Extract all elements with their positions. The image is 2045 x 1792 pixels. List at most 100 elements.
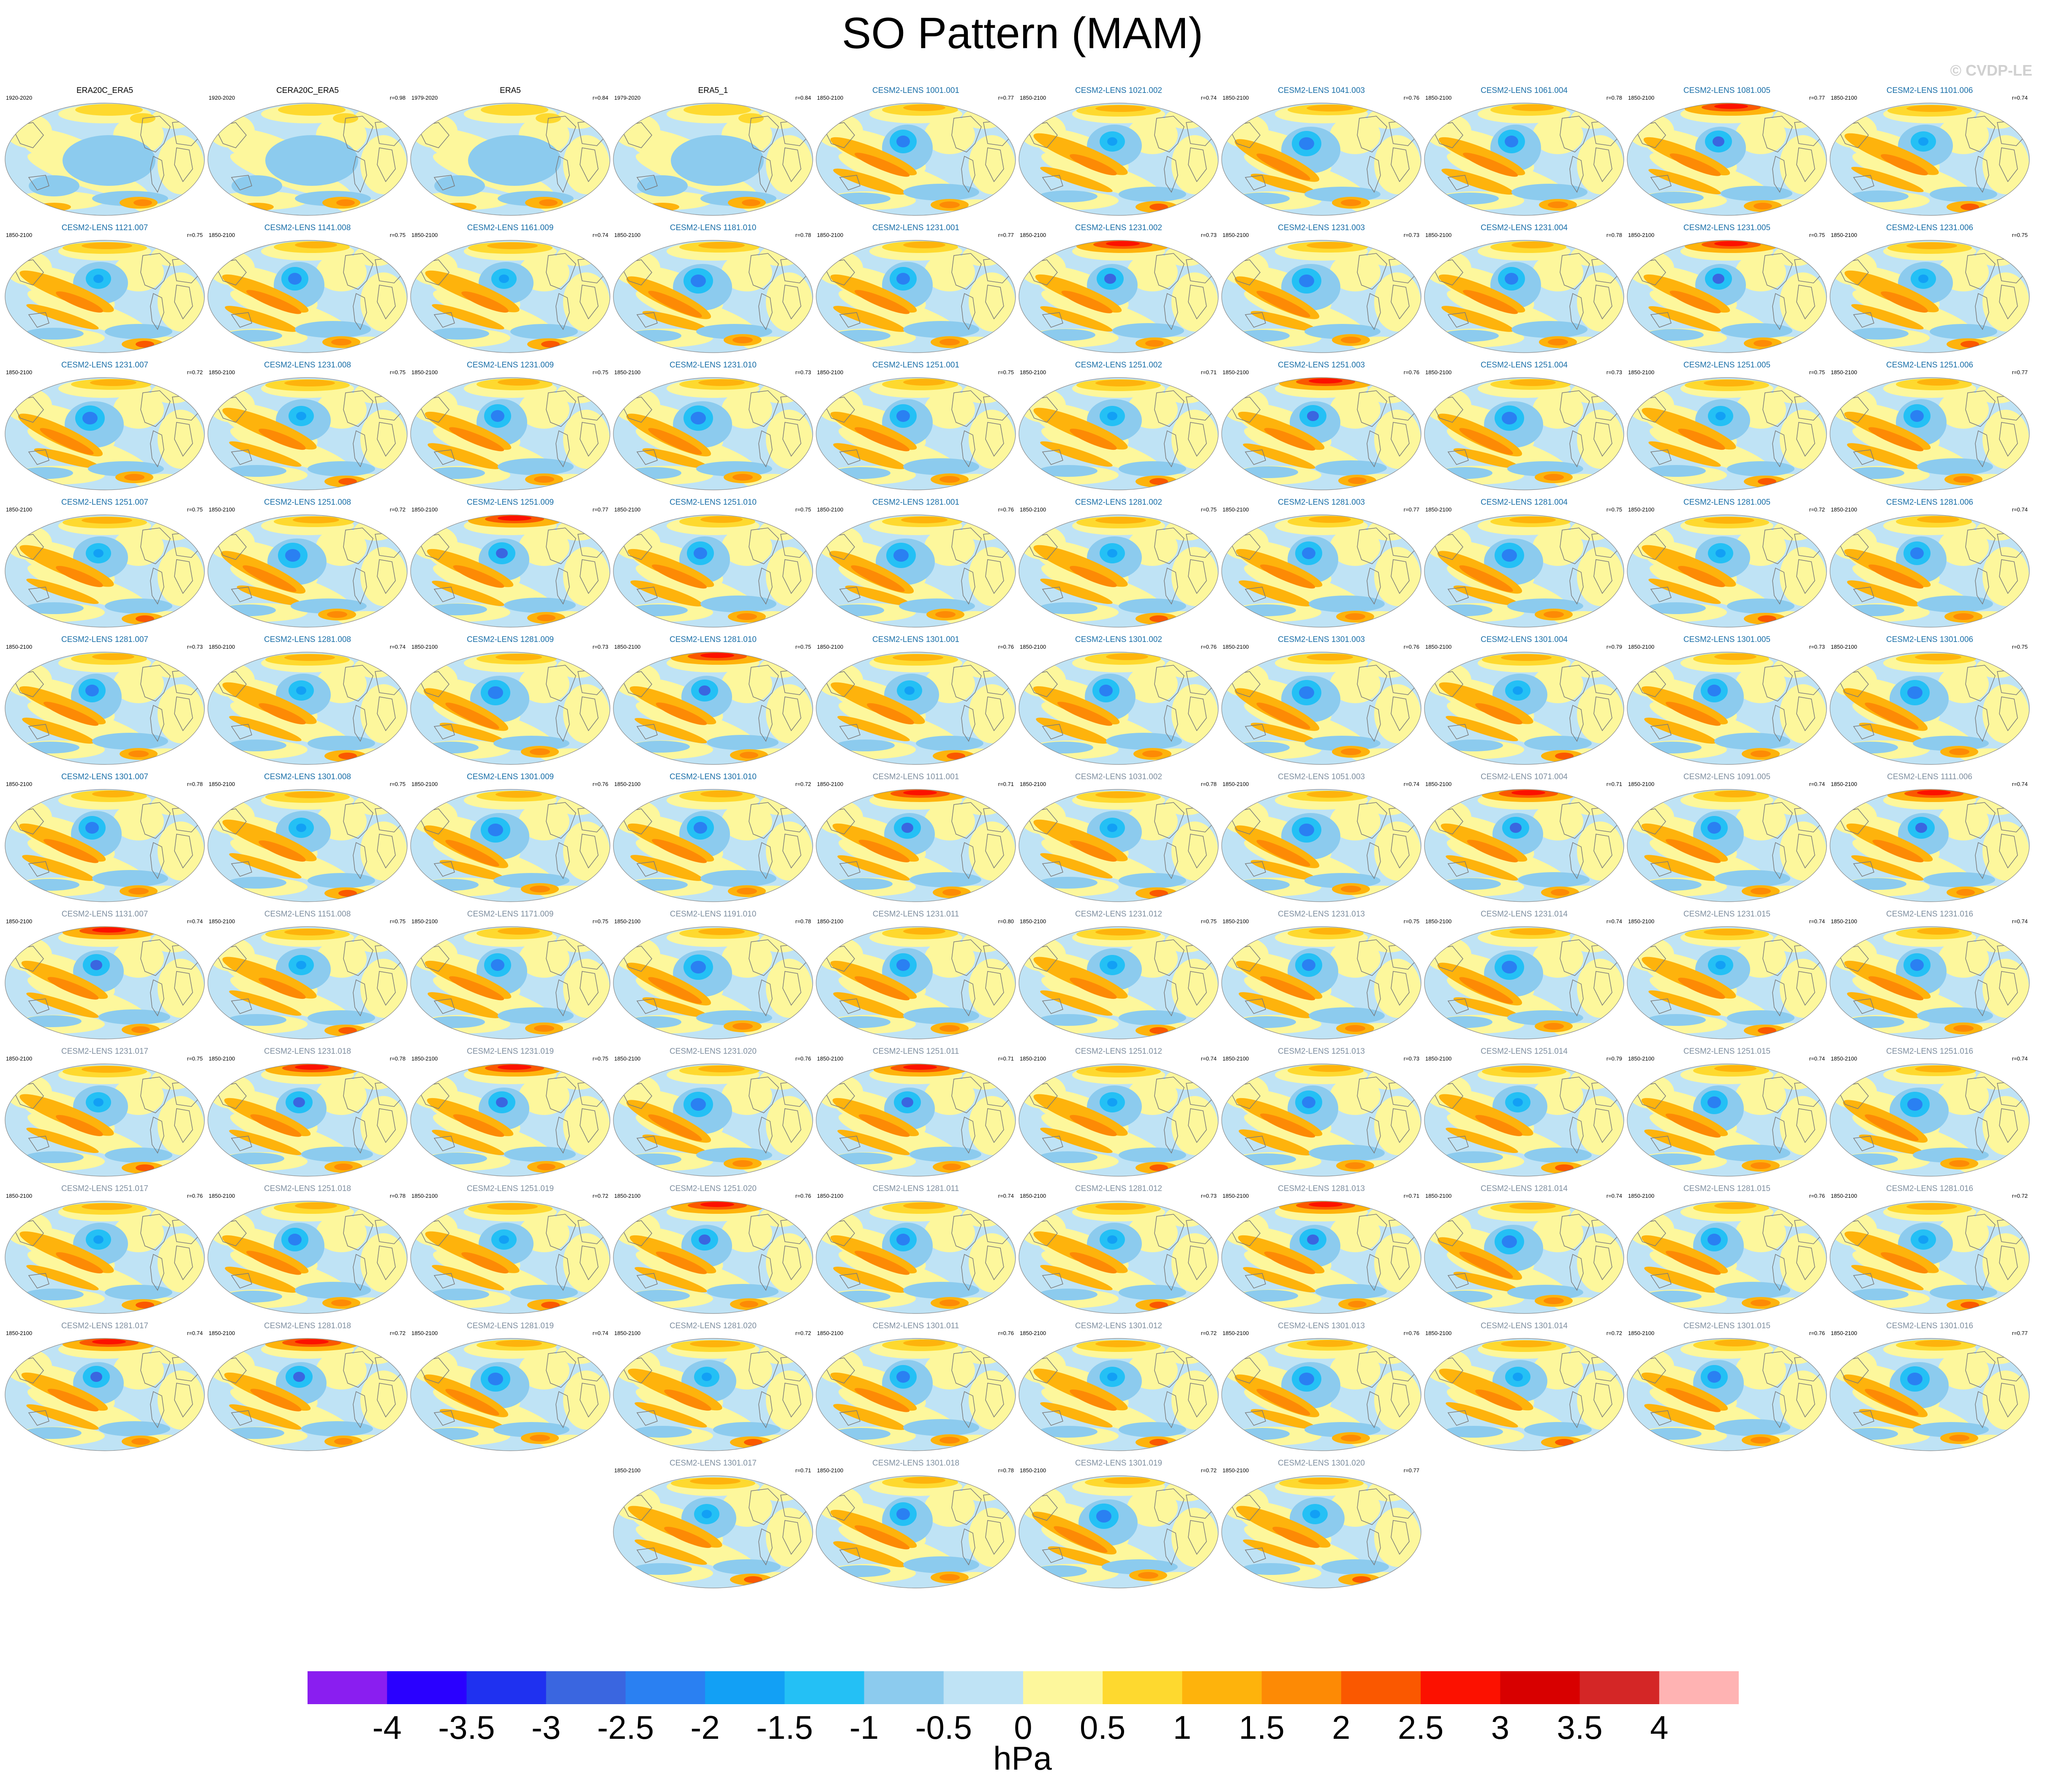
coastline bbox=[1762, 665, 1793, 702]
map-panel: CESM2-LENS 1301.018 1850-2100 r=0.78 bbox=[814, 1457, 1017, 1592]
map-field bbox=[1830, 103, 2030, 216]
map-panel: CESM2-LENS 1281.007 1850-2100 r=0.73 bbox=[3, 634, 206, 769]
panel-correlation: r=0.76 bbox=[1809, 1193, 1825, 1199]
map-anomaly bbox=[223, 330, 282, 342]
coastline bbox=[417, 1083, 449, 1109]
coastline bbox=[1560, 939, 1590, 976]
map-field bbox=[1830, 926, 2030, 1039]
panel-title: CESM2-LENS 1281.004 bbox=[1481, 498, 1568, 507]
map-anomaly bbox=[1865, 702, 1919, 729]
coastline bbox=[11, 1083, 44, 1109]
coastline bbox=[11, 1357, 44, 1384]
coastline bbox=[353, 567, 367, 605]
coastline bbox=[1560, 528, 1590, 564]
panel-correlation: r=0.79 bbox=[1606, 1055, 1622, 1062]
map-panel: CESM2-LENS 1101.006 1850-2100 r=0.74 bbox=[1828, 84, 2031, 220]
panel-correlation: r=0.73 bbox=[1403, 1055, 1419, 1062]
map-anomaly bbox=[1441, 306, 1514, 332]
coastline bbox=[1569, 430, 1584, 468]
map-anomaly bbox=[626, 467, 681, 479]
coastline bbox=[174, 285, 193, 320]
coastline bbox=[1593, 285, 1612, 320]
map-anomaly bbox=[722, 940, 772, 978]
coastline bbox=[1188, 285, 1207, 320]
map-panel: CESM2-LENS 1071.004 1850-2100 r=0.71 bbox=[1423, 771, 1626, 906]
map-field bbox=[1221, 240, 1421, 353]
map-panel: CESM2-LENS 1281.016 1850-2100 r=0.72 bbox=[1828, 1183, 2031, 1318]
panel-correlation: r=0.75 bbox=[795, 506, 811, 513]
map-anomaly bbox=[151, 657, 193, 678]
map-anomaly bbox=[128, 888, 149, 895]
map-anomaly bbox=[1309, 1145, 1385, 1161]
map-anomaly bbox=[1930, 1285, 1997, 1300]
map-anomaly bbox=[82, 1203, 132, 1210]
map-anomaly bbox=[837, 715, 910, 742]
map-field bbox=[1627, 789, 1827, 902]
panel-title: CESM2-LENS 1281.006 bbox=[1886, 498, 1973, 507]
colorbar-swatch bbox=[1341, 1671, 1421, 1704]
map-anomaly bbox=[496, 1340, 542, 1347]
map-anomaly bbox=[1716, 412, 1726, 420]
coastline bbox=[174, 422, 193, 457]
map-anomaly bbox=[1321, 1559, 1389, 1574]
coastline bbox=[353, 1391, 367, 1428]
map-field bbox=[613, 652, 813, 765]
map-anomaly bbox=[491, 410, 504, 422]
panel-title: CESM2-LENS 1231.010 bbox=[670, 361, 757, 370]
map-field bbox=[816, 103, 1016, 216]
map-anomaly bbox=[1171, 547, 1218, 606]
map-anomaly bbox=[1260, 564, 1315, 589]
map-anomaly bbox=[259, 840, 306, 862]
coastline bbox=[1357, 390, 1387, 427]
map-anomaly bbox=[1647, 1014, 1706, 1026]
map-anomaly bbox=[1714, 1340, 1756, 1346]
map-anomaly bbox=[1780, 1233, 1826, 1292]
map-anomaly bbox=[1302, 959, 1315, 971]
map-anomaly bbox=[113, 1351, 164, 1390]
map-anomaly bbox=[1453, 585, 1519, 606]
map-anomaly bbox=[707, 735, 779, 750]
panel-years: 1850-2100 bbox=[1628, 369, 1655, 375]
map-anomaly bbox=[1648, 578, 1721, 604]
coastline bbox=[1357, 939, 1387, 976]
map-anomaly bbox=[1533, 802, 1583, 840]
map-anomaly bbox=[1138, 1572, 1158, 1579]
coastline bbox=[1188, 971, 1207, 1006]
map-anomaly bbox=[924, 940, 975, 978]
map-panel: CESM2-LENS 1251.019 1850-2100 r=0.72 bbox=[409, 1183, 612, 1318]
map-anomaly bbox=[1036, 718, 1108, 744]
map-anomaly bbox=[1906, 105, 1957, 112]
map-anomaly bbox=[1038, 1151, 1097, 1163]
coastline bbox=[1430, 808, 1463, 835]
coastline bbox=[1228, 397, 1261, 423]
map-anomaly bbox=[43, 839, 99, 863]
map-anomaly bbox=[1250, 174, 1316, 194]
map-anomaly bbox=[1727, 598, 1794, 614]
map-panel: CESM2-LENS 1251.009 1850-2100 r=0.77 bbox=[409, 496, 612, 631]
coastline bbox=[1836, 259, 1869, 286]
map-anomaly bbox=[1923, 872, 1995, 887]
map-anomaly bbox=[334, 1164, 353, 1170]
coastline bbox=[758, 155, 773, 193]
coastline bbox=[1357, 1077, 1387, 1113]
map-anomaly bbox=[969, 684, 1015, 743]
coastline bbox=[1447, 1136, 1469, 1151]
panel-title: CESM2-LENS 1231.017 bbox=[61, 1047, 148, 1056]
map-anomaly bbox=[1917, 790, 1951, 795]
coastline bbox=[1569, 979, 1584, 1017]
coastline bbox=[1560, 1077, 1590, 1113]
map-anomaly bbox=[1475, 1115, 1522, 1137]
map-field bbox=[207, 926, 408, 1039]
map-anomaly bbox=[962, 931, 1005, 952]
map-anomaly bbox=[1036, 329, 1095, 341]
map-anomaly bbox=[760, 1343, 802, 1364]
map-field bbox=[1830, 240, 2030, 353]
map-field bbox=[1018, 789, 1219, 902]
panel-title: CESM2-LENS 1051.003 bbox=[1278, 772, 1365, 781]
panel-correlation: r=0.73 bbox=[187, 644, 203, 650]
panel-years: 1850-2100 bbox=[817, 95, 844, 101]
map-panel: CESM2-LENS 1301.010 1850-2100 r=0.72 bbox=[612, 771, 814, 906]
panel-title: CESM2-LENS 1281.010 bbox=[670, 635, 757, 644]
map-anomaly bbox=[488, 686, 503, 699]
map-anomaly bbox=[1149, 890, 1168, 897]
